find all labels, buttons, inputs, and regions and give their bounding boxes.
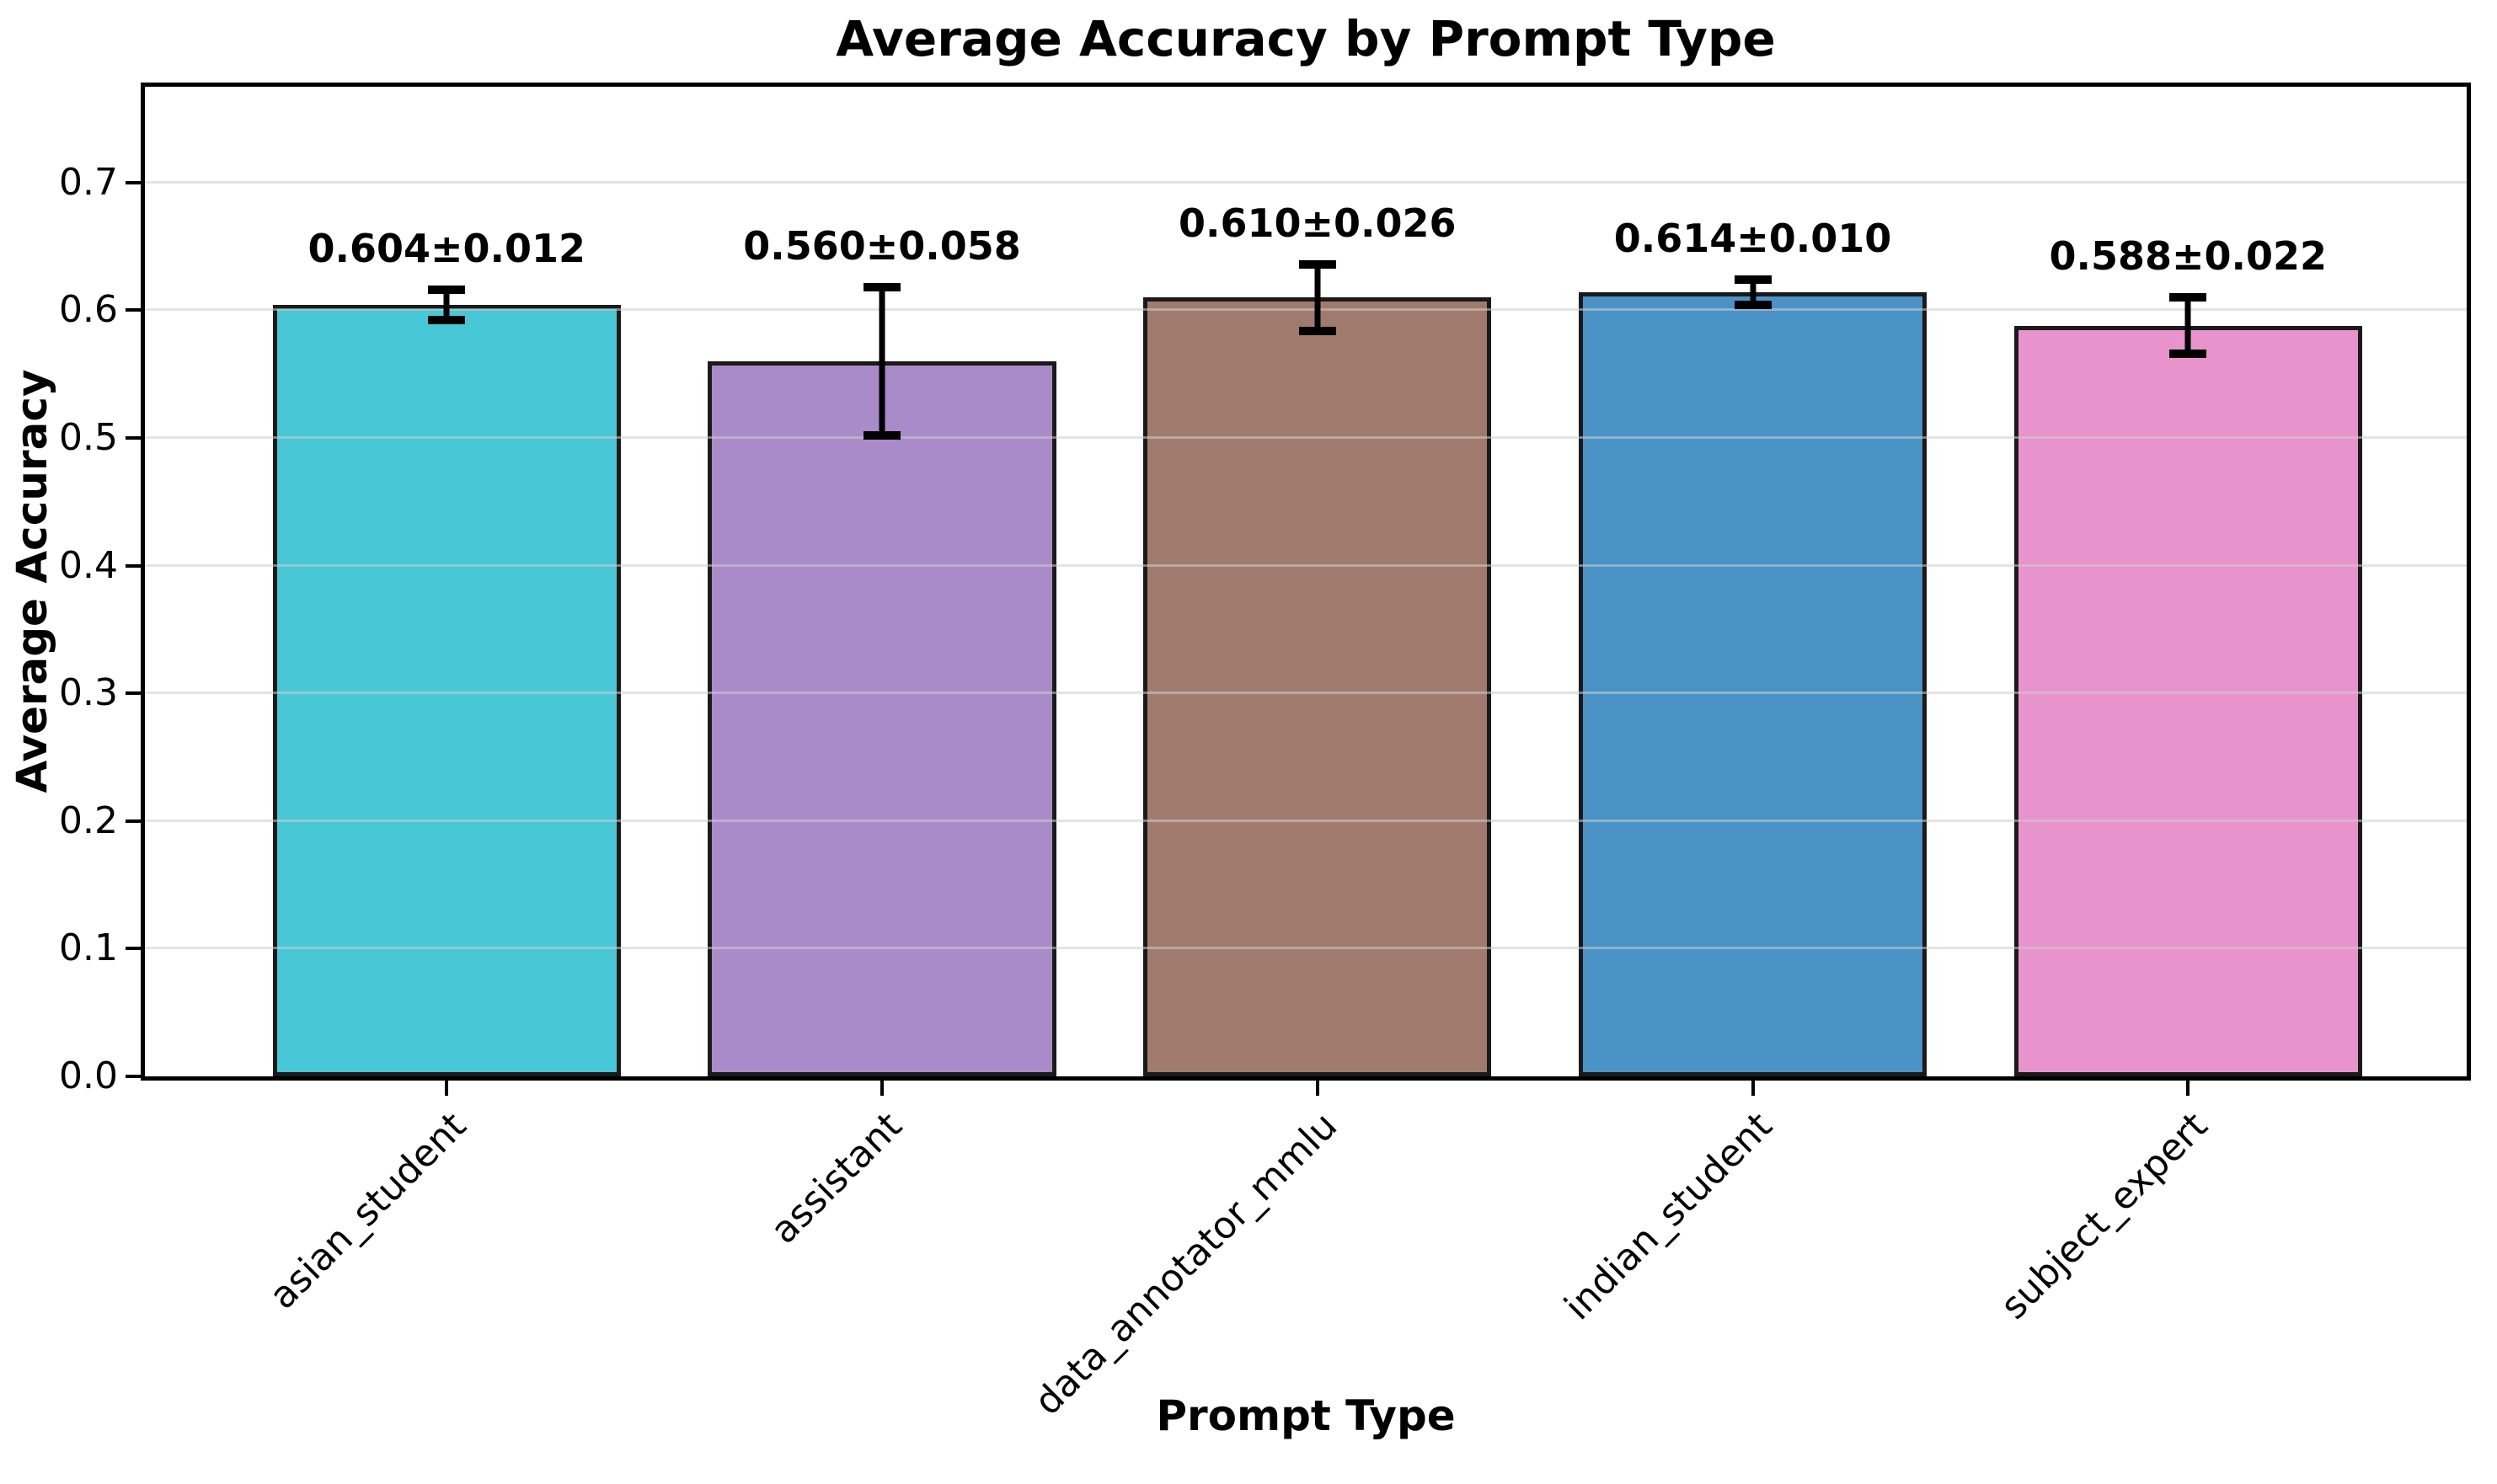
x-tick-label: subject_expert	[1992, 1104, 2216, 1328]
y-tick-label: 0.7	[59, 160, 118, 204]
error-bar-cap	[1298, 326, 1336, 335]
y-tick-label: 0.1	[59, 926, 118, 970]
x-tick-label: data_annotator_mmlu	[1025, 1104, 1345, 1424]
error-bar-cap	[1734, 301, 1772, 310]
bar-value-label: 0.604±0.012	[307, 226, 586, 272]
y-tick-mark	[126, 308, 141, 312]
x-tick-mark	[445, 1081, 449, 1096]
y-tick-label: 0.2	[59, 798, 118, 842]
y-tick-label: 0.6	[59, 288, 118, 332]
y-axis-label: Average Accuracy	[8, 369, 56, 793]
bar-value-label: 0.588±0.022	[2049, 233, 2328, 280]
x-tick-label: indian_student	[1556, 1104, 1781, 1329]
y-tick-mark	[126, 691, 141, 696]
chart-title: Average Accuracy by Prompt Type	[836, 10, 1776, 67]
y-tick-label: 0.4	[59, 543, 118, 587]
x-tick-mark	[1751, 1081, 1755, 1096]
gridline	[145, 180, 2467, 184]
y-tick-mark	[126, 819, 141, 823]
error-bar-cap	[1734, 275, 1772, 284]
error-bar-stem	[1314, 264, 1321, 331]
error-bar-stem	[1750, 279, 1756, 306]
bar-indian_student	[1578, 292, 1928, 1076]
error-bar-cap	[1298, 259, 1336, 269]
error-bar-cap	[428, 316, 466, 325]
y-tick-mark	[126, 563, 141, 568]
bar-value-label: 0.560±0.058	[743, 223, 1021, 270]
x-tick-mark	[1315, 1081, 1319, 1096]
error-bar-cap	[864, 430, 901, 440]
y-tick-mark	[126, 435, 141, 440]
y-tick-mark	[126, 180, 141, 184]
bar-subject_expert	[2013, 325, 2362, 1076]
error-bar-cap	[428, 286, 466, 295]
x-axis-label: Prompt Type	[1156, 1391, 1456, 1440]
y-tick-label: 0.0	[59, 1054, 118, 1097]
error-bar-cap	[2169, 349, 2207, 358]
bar-value-label: 0.614±0.010	[1613, 215, 1892, 261]
error-bar-cap	[2169, 293, 2207, 302]
bar-data_annotator_mmlu	[1143, 297, 1492, 1076]
error-bar-cap	[864, 283, 901, 292]
y-tick-label: 0.5	[59, 415, 118, 459]
x-tick-mark	[880, 1081, 885, 1096]
bar-asian_student	[272, 305, 621, 1076]
y-tick-mark	[126, 1075, 141, 1078]
error-bar-stem	[443, 290, 450, 321]
x-tick-label: assistant	[762, 1104, 911, 1252]
bar-value-label: 0.610±0.026	[1178, 200, 1457, 246]
x-tick-label: asian_student	[261, 1104, 475, 1318]
y-tick-label: 0.3	[59, 671, 118, 715]
plot-area: 0.0 0.1 0.2 0.3 0.4 0.5 0.6 0.7 0.604±0.012 asian…	[59, 83, 2471, 1423]
y-tick-mark	[126, 947, 141, 951]
error-bar-stem	[2184, 297, 2191, 354]
error-bar-stem	[879, 287, 885, 435]
bar-assistant	[708, 360, 1056, 1076]
x-tick-mark	[2186, 1081, 2190, 1096]
